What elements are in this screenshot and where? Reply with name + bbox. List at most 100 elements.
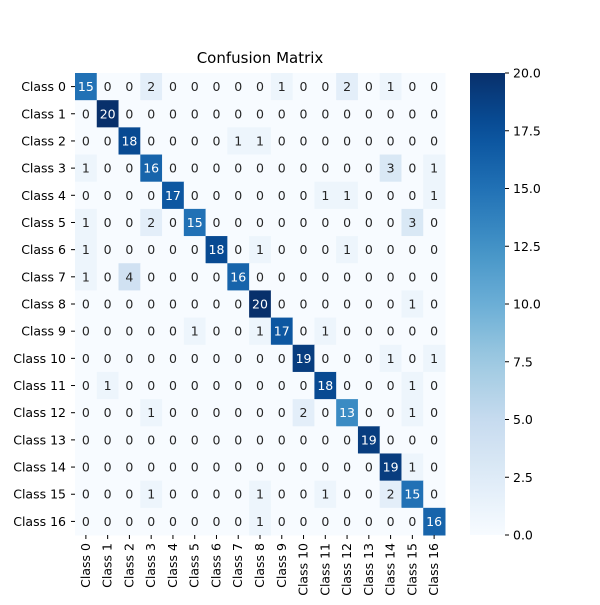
heatmap-cell [118, 480, 141, 509]
cell-value-label: 0 [321, 432, 329, 447]
heatmap-cell [205, 399, 228, 427]
heatmap-cell [292, 127, 315, 156]
cell-value-label: 0 [169, 215, 177, 230]
cell-value-label: 0 [278, 133, 286, 148]
heatmap-cell [118, 127, 141, 156]
heatmap-cell [140, 317, 163, 346]
cell-value-label: 19 [296, 351, 312, 366]
cell-value-label: 0 [212, 161, 220, 176]
cell-value-label: 0 [104, 460, 112, 475]
heatmap-cell [75, 290, 98, 319]
heatmap-cell [357, 73, 381, 101]
heatmap-cell [336, 480, 359, 509]
cell-value-label: 0 [234, 351, 242, 366]
cell-value-label: 0 [256, 79, 264, 94]
heatmap-cell [423, 371, 446, 400]
y-tick-label: Class 2 [21, 133, 66, 148]
heatmap-cell [118, 73, 141, 101]
heatmap-cell [314, 236, 337, 264]
heatmap-cell [183, 127, 207, 156]
cell-value-label: 0 [300, 514, 308, 529]
cell-value-label: 0 [82, 297, 90, 312]
chart-title: Confusion Matrix [197, 49, 324, 67]
cell-value-label: 0 [234, 460, 242, 475]
heatmap-cell [249, 154, 272, 183]
heatmap-cell [205, 181, 228, 210]
cell-value-label: 3 [387, 161, 395, 176]
heatmap-cell [314, 399, 337, 427]
cell-value-label: 0 [256, 405, 264, 420]
heatmap-cell [270, 290, 294, 319]
x-tick-label: Class 14 [383, 543, 398, 596]
heatmap-cell [336, 317, 359, 346]
cell-value-label: 0 [430, 133, 438, 148]
cell-value-label: 0 [343, 460, 351, 475]
heatmap-cell [336, 290, 359, 319]
heatmap-cell [314, 426, 337, 454]
heatmap-cell [75, 371, 98, 400]
heatmap-cell [292, 181, 315, 210]
cell-value-label: 0 [343, 106, 351, 121]
heatmap-cell [292, 399, 315, 427]
heatmap-cell [292, 426, 315, 454]
cell-value-label: 2 [387, 487, 395, 502]
cell-value-label: 0 [169, 242, 177, 257]
cell-value-label: 0 [191, 405, 199, 420]
cell-value-label: 1 [256, 514, 264, 529]
cell-value-label: 0 [430, 405, 438, 420]
heatmap-cell [379, 181, 402, 210]
heatmap-cell [96, 317, 120, 346]
cell-value-label: 0 [365, 188, 373, 203]
heatmap-cell [292, 453, 315, 482]
heatmap-cell [96, 344, 120, 373]
heatmap-cell [292, 371, 315, 400]
cell-value-label: 0 [169, 269, 177, 284]
cell-value-label: 0 [169, 133, 177, 148]
heatmap-cell [401, 317, 424, 346]
heatmap-cell [249, 181, 272, 210]
cell-value-label: 0 [343, 514, 351, 529]
cell-value-label: 0 [169, 487, 177, 502]
heatmap-cell [183, 480, 207, 509]
heatmap-cell [292, 290, 315, 319]
x-tick-label: Class 8 [252, 543, 267, 588]
heatmap-cell [357, 371, 381, 400]
heatmap-cell [118, 426, 141, 454]
cell-value-label: 0 [125, 215, 133, 230]
cell-value-label: 0 [147, 378, 155, 393]
cell-value-label: 0 [278, 106, 286, 121]
cell-value-label: 1 [256, 487, 264, 502]
heatmap-cell [314, 317, 337, 346]
x-tick-label: Class 6 [208, 543, 223, 588]
heatmap-cell [96, 100, 120, 128]
heatmap-cell [118, 181, 141, 210]
cell-value-label: 0 [430, 215, 438, 230]
cell-value-label: 0 [278, 297, 286, 312]
cell-value-label: 0 [125, 106, 133, 121]
heatmap-cell [227, 100, 250, 128]
heatmap-cell [292, 73, 315, 101]
cell-value-label: 1 [256, 324, 264, 339]
heatmap-cell [96, 371, 120, 400]
cell-value-label: 0 [408, 269, 416, 284]
heatmap-cell [118, 263, 141, 291]
cell-value-label: 0 [147, 188, 155, 203]
heatmap-cell [118, 100, 141, 128]
heatmap-cell [96, 208, 120, 237]
heatmap-cell [140, 453, 163, 482]
cell-value-label: 0 [234, 297, 242, 312]
heatmap-cell [249, 263, 272, 291]
cell-value-label: 0 [430, 106, 438, 121]
cell-value-label: 1 [234, 133, 242, 148]
cell-value-label: 0 [343, 324, 351, 339]
heatmap-cell [401, 453, 424, 482]
heatmap-cell [379, 154, 402, 183]
heatmap-cell [96, 426, 120, 454]
heatmap-cell [183, 100, 207, 128]
cell-value-label: 1 [256, 242, 264, 257]
heatmap-cell [292, 263, 315, 291]
cell-value-label: 0 [321, 133, 329, 148]
cell-value-label: 0 [147, 324, 155, 339]
cell-value-label: 1 [82, 269, 90, 284]
cell-value-label: 0 [365, 133, 373, 148]
